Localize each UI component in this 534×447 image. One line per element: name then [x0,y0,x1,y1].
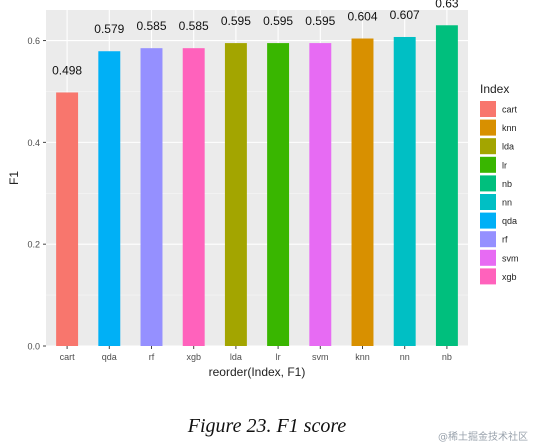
y-axis: 0.0 0.2 0.4 0.6 [27,36,46,352]
value-label-xgb: 0.585 [179,19,209,33]
legend-title: Index [480,82,509,96]
y-tick-label: 0.4 [27,138,40,148]
legend-swatch-rf [480,231,496,248]
legend-swatch-lr [480,156,496,173]
legend-swatch-svm [480,249,496,266]
x-tick-label-svm: svm [312,352,329,362]
bar-cart [56,92,79,347]
value-label-lr: 0.595 [263,14,293,28]
legend-swatch-knn [480,119,496,136]
x-axis: cart qda rf xgb lda lr svm knn nn nb [60,346,452,362]
legend-label-rf: rf [502,235,508,245]
x-tick-label-qda: qda [102,352,117,362]
legend-label-qda: qda [502,216,517,226]
y-tick-label: 0.0 [27,342,40,352]
legend-swatch-nb [480,175,496,192]
y-tick-label: 0.6 [27,36,40,46]
legend-label-nn: nn [502,198,512,208]
legend-label-cart: cart [502,105,518,115]
x-tick-label-nb: nb [442,352,452,362]
figure-caption: Figure 23. F1 score [187,415,347,437]
x-tick-label-cart: cart [60,352,76,362]
bar-lda [224,43,247,346]
y-axis-title: F1 [7,171,21,185]
legend-label-nb: nb [502,179,512,189]
legend-label-lda: lda [502,142,514,152]
watermark: @稀土掘金技术社区 [438,432,528,443]
legend-swatch-qda [480,212,496,229]
value-label-nb: 0.63 [435,0,459,10]
legend-swatch-xgb [480,268,496,285]
value-label-cart: 0.498 [52,63,82,77]
bar-xgb [182,48,205,346]
legend: Index cart knn lda lr nb nn qda rf svm xgb [480,82,519,285]
x-axis-title: reorder(Index, F1) [209,365,306,379]
value-label-knn: 0.604 [347,10,377,24]
x-tick-label-rf: rf [149,352,155,362]
value-label-qda: 0.579 [94,22,124,36]
bar-nn [393,36,416,347]
value-label-rf: 0.585 [136,19,166,33]
bar-nb [435,25,458,346]
value-label-lda: 0.595 [221,14,251,28]
x-tick-label-xgb: xgb [186,352,201,362]
legend-swatch-lda [480,138,496,155]
value-label-svm: 0.595 [305,14,335,28]
bars [56,25,458,347]
legend-label-knn: knn [502,123,517,133]
legend-label-xgb: xgb [502,272,517,282]
x-tick-label-knn: knn [355,352,370,362]
legend-label-svm: svm [502,253,519,263]
bar-qda [98,51,121,347]
legend-label-lr: lr [502,160,507,170]
bar-svm [309,43,332,346]
x-tick-label-nn: nn [400,352,410,362]
legend-swatch-cart [480,101,496,117]
bar-knn [351,38,374,346]
legend-swatch-nn [480,194,496,210]
value-labels: 0.498 0.579 0.585 0.585 0.595 0.595 0.595 0.604… [52,0,459,77]
bar-lr [267,43,290,346]
y-tick-label: 0.2 [27,240,40,250]
x-tick-label-lr: lr [276,352,281,362]
value-label-nn: 0.607 [390,8,420,22]
x-tick-label-lda: lda [230,352,242,362]
bar-rf [140,48,163,346]
